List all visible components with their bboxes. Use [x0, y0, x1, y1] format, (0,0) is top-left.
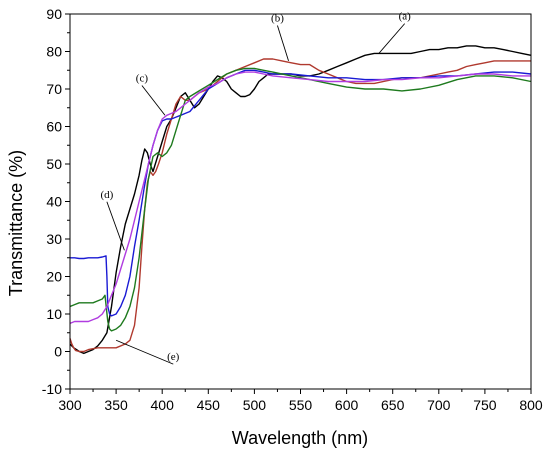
annotation-label: (c)	[136, 73, 149, 85]
series-line-3	[70, 69, 532, 317]
y-tick-label: 30	[46, 231, 62, 247]
annotation-label: (e)	[167, 351, 180, 363]
annotation-label: (a)	[399, 11, 412, 23]
x-tick-label: 750	[473, 397, 497, 413]
series-layer	[69, 45, 532, 355]
y-tick-label: 10	[46, 306, 62, 322]
series-line-1	[69, 45, 532, 355]
x-axis: 300 350 400 450 500 550 600 650 700 750 800	[58, 389, 543, 413]
annotation-pointer	[115, 339, 174, 365]
annotation-label: (d)	[100, 189, 113, 201]
y-tick-label: 50	[46, 156, 62, 172]
y-tick-label: 40	[46, 194, 62, 210]
x-axis-title: Wavelength (nm)	[232, 428, 368, 448]
x-tick-label: 700	[427, 397, 451, 413]
x-tick-label: 800	[519, 397, 543, 413]
x-tick-label: 550	[289, 397, 313, 413]
x-tick-label: 300	[58, 397, 82, 413]
y-tick-label: -10	[42, 381, 62, 397]
x-tick-label: 350	[104, 397, 128, 413]
series-line-5	[69, 71, 531, 325]
x-tick-label: 450	[197, 397, 221, 413]
x-tick-label: 400	[151, 397, 175, 413]
y-tick-label: 90	[46, 6, 62, 22]
x-tick-label: 500	[243, 397, 267, 413]
y-tick-label: 70	[46, 81, 62, 97]
y-axis: -10 0 10 20 30 40 50 60 70 80 90	[42, 6, 70, 397]
y-axis-title: Transmittance (%)	[6, 150, 26, 296]
annotation-pointer	[106, 201, 125, 251]
x-tick-label: 650	[381, 397, 405, 413]
y-tick-label: 60	[46, 119, 62, 135]
annotation-pointer	[141, 85, 166, 116]
y-tick-label: 80	[46, 44, 62, 60]
series-line-2	[69, 58, 531, 353]
annotation-label: (b)	[271, 13, 284, 25]
x-tick-label: 600	[335, 397, 359, 413]
annotation-pointer	[277, 25, 289, 62]
y-tick-label: 20	[46, 269, 62, 285]
annotation-pointer	[378, 23, 406, 54]
y-tick-label: 0	[54, 344, 62, 360]
